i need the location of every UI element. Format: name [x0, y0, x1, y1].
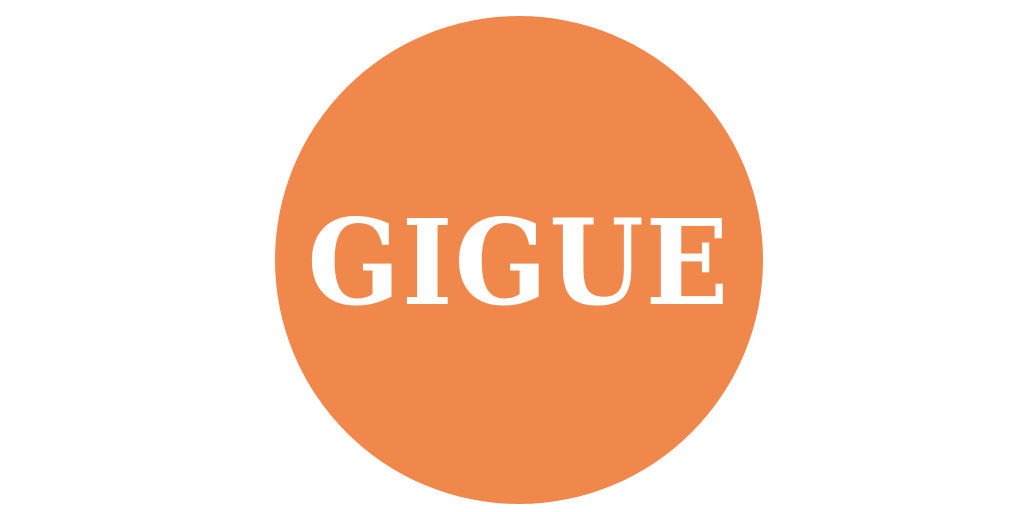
logo-wordmark: GIGUE — [308, 204, 731, 322]
logo-circle: GIGUE — [275, 16, 763, 504]
